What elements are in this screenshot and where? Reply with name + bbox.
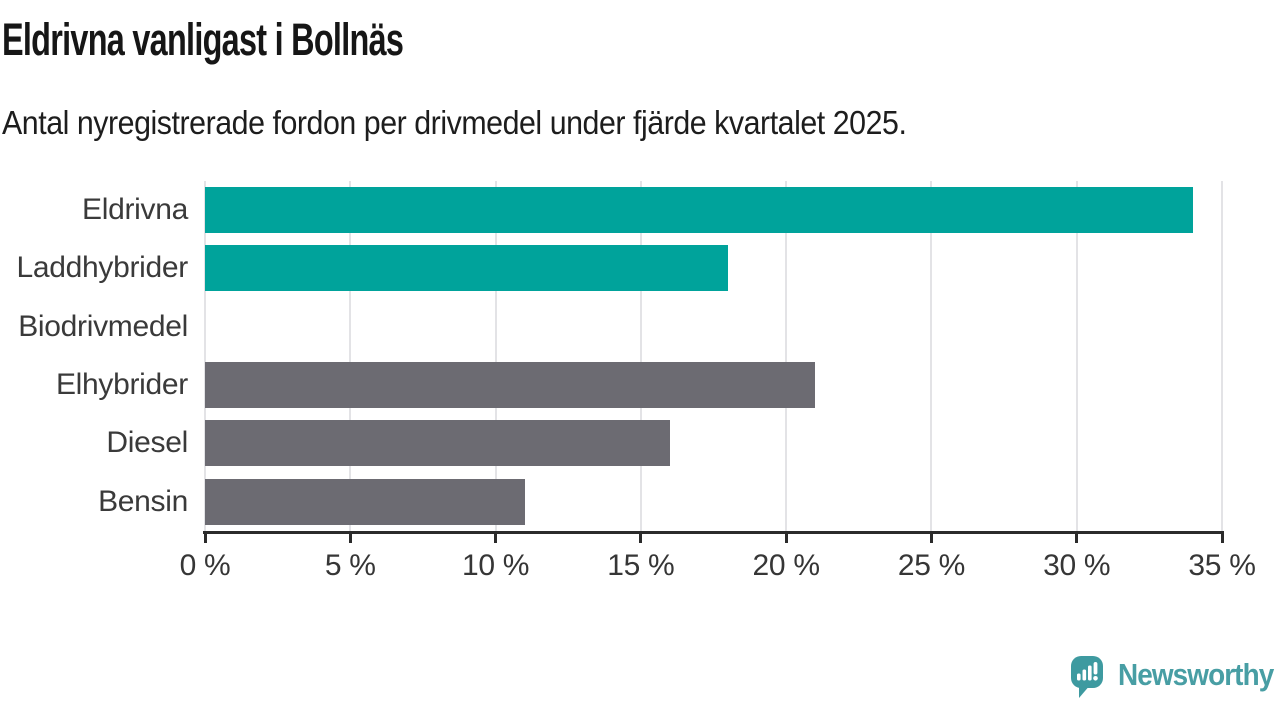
- bar-bensin: [205, 478, 525, 525]
- chart-title: Eldrivna vanligast i Bollnäs: [2, 14, 404, 65]
- bar-eldrivna: [205, 187, 1193, 234]
- x-axis-tick-35: [1220, 534, 1224, 543]
- gridline-15: [639, 181, 642, 531]
- bar-rows-layer: Eldrivna Laddhybrider Biodrivmedel Elhybrid…: [16, 181, 1222, 531]
- x-axis-tick-0: [203, 534, 207, 543]
- category-label-elhybrider: Elhybrider: [55, 368, 188, 402]
- gridline-10: [494, 181, 497, 531]
- x-axis-tick-25: [929, 534, 933, 543]
- bar-row-bensin: Bensin: [98, 473, 1222, 531]
- gridline-30: [1075, 181, 1078, 531]
- category-label-laddhybrider: Laddhybrider: [16, 251, 188, 285]
- gridline-0: [204, 181, 206, 531]
- gridline-35: [1221, 181, 1223, 531]
- x-axis-tick-label-0: 0 %: [179, 549, 231, 582]
- x-axis-tick-label-10: 10 %: [461, 549, 530, 582]
- bar-row-eldrivna: Eldrivna: [82, 181, 1222, 239]
- x-axis-line: [203, 531, 1224, 534]
- x-axis-tick-20: [784, 534, 788, 543]
- x-axis-tick-label-30: 30 %: [1043, 549, 1111, 582]
- newsworthy-logo-icon: [1071, 656, 1103, 698]
- plot-area: Eldrivna Laddhybrider Biodrivmedel Elhybrid…: [16, 181, 1256, 582]
- gridline-20: [785, 181, 788, 531]
- x-axis-tick-15: [639, 534, 643, 543]
- x-axis-tick-30: [1075, 534, 1079, 543]
- bar-elhybrider: [205, 362, 816, 409]
- category-label-eldrivna: Eldrivna: [82, 193, 188, 227]
- category-label-biodrivmedel: Biodrivmedel: [18, 309, 188, 343]
- bar-laddhybrider: [205, 245, 729, 292]
- x-axis-tick-10: [494, 534, 498, 543]
- x-axis-tick-label-20: 20 %: [752, 549, 820, 582]
- bar-row-laddhybrider: Laddhybrider: [16, 239, 1222, 297]
- x-axis-tick-label-5: 5 %: [324, 549, 376, 582]
- bar-row-elhybrider: Elhybrider: [56, 356, 1222, 414]
- gridline-25: [930, 181, 933, 531]
- gridline-5: [349, 181, 352, 531]
- newsworthy-logo: Newsworthy: [1071, 656, 1280, 698]
- x-axis-tick-label-15: 15 %: [607, 549, 675, 582]
- x-axis-tick-5: [348, 534, 352, 543]
- chart-subtitle: Antal nyregistrerade fordon per drivmede…: [2, 104, 907, 141]
- newsworthy-logo-text: Newsworthy: [1118, 657, 1274, 692]
- category-label-diesel: Diesel: [106, 426, 188, 460]
- x-axis-tick-label-25: 25 %: [897, 549, 966, 582]
- bar-row-diesel: Diesel: [106, 414, 1222, 472]
- x-axis-tick-label-35: 35 %: [1188, 549, 1256, 582]
- bar-diesel: [205, 420, 670, 467]
- bar-row-biodrivmedel: Biodrivmedel: [18, 298, 1222, 356]
- category-label-bensin: Bensin: [98, 484, 188, 518]
